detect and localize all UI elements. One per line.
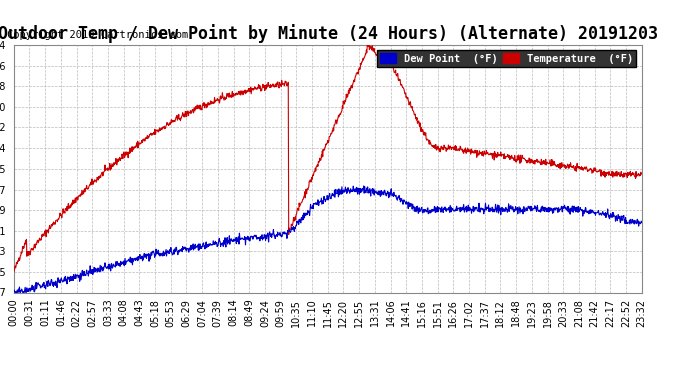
Legend: Dew Point  (°F), Temperature  (°F): Dew Point (°F), Temperature (°F) [377,50,636,67]
Text: Copyright 2019 Cartronics.com: Copyright 2019 Cartronics.com [7,30,188,39]
Title: Outdoor Temp / Dew Point by Minute (24 Hours) (Alternate) 20191203: Outdoor Temp / Dew Point by Minute (24 H… [0,24,658,44]
